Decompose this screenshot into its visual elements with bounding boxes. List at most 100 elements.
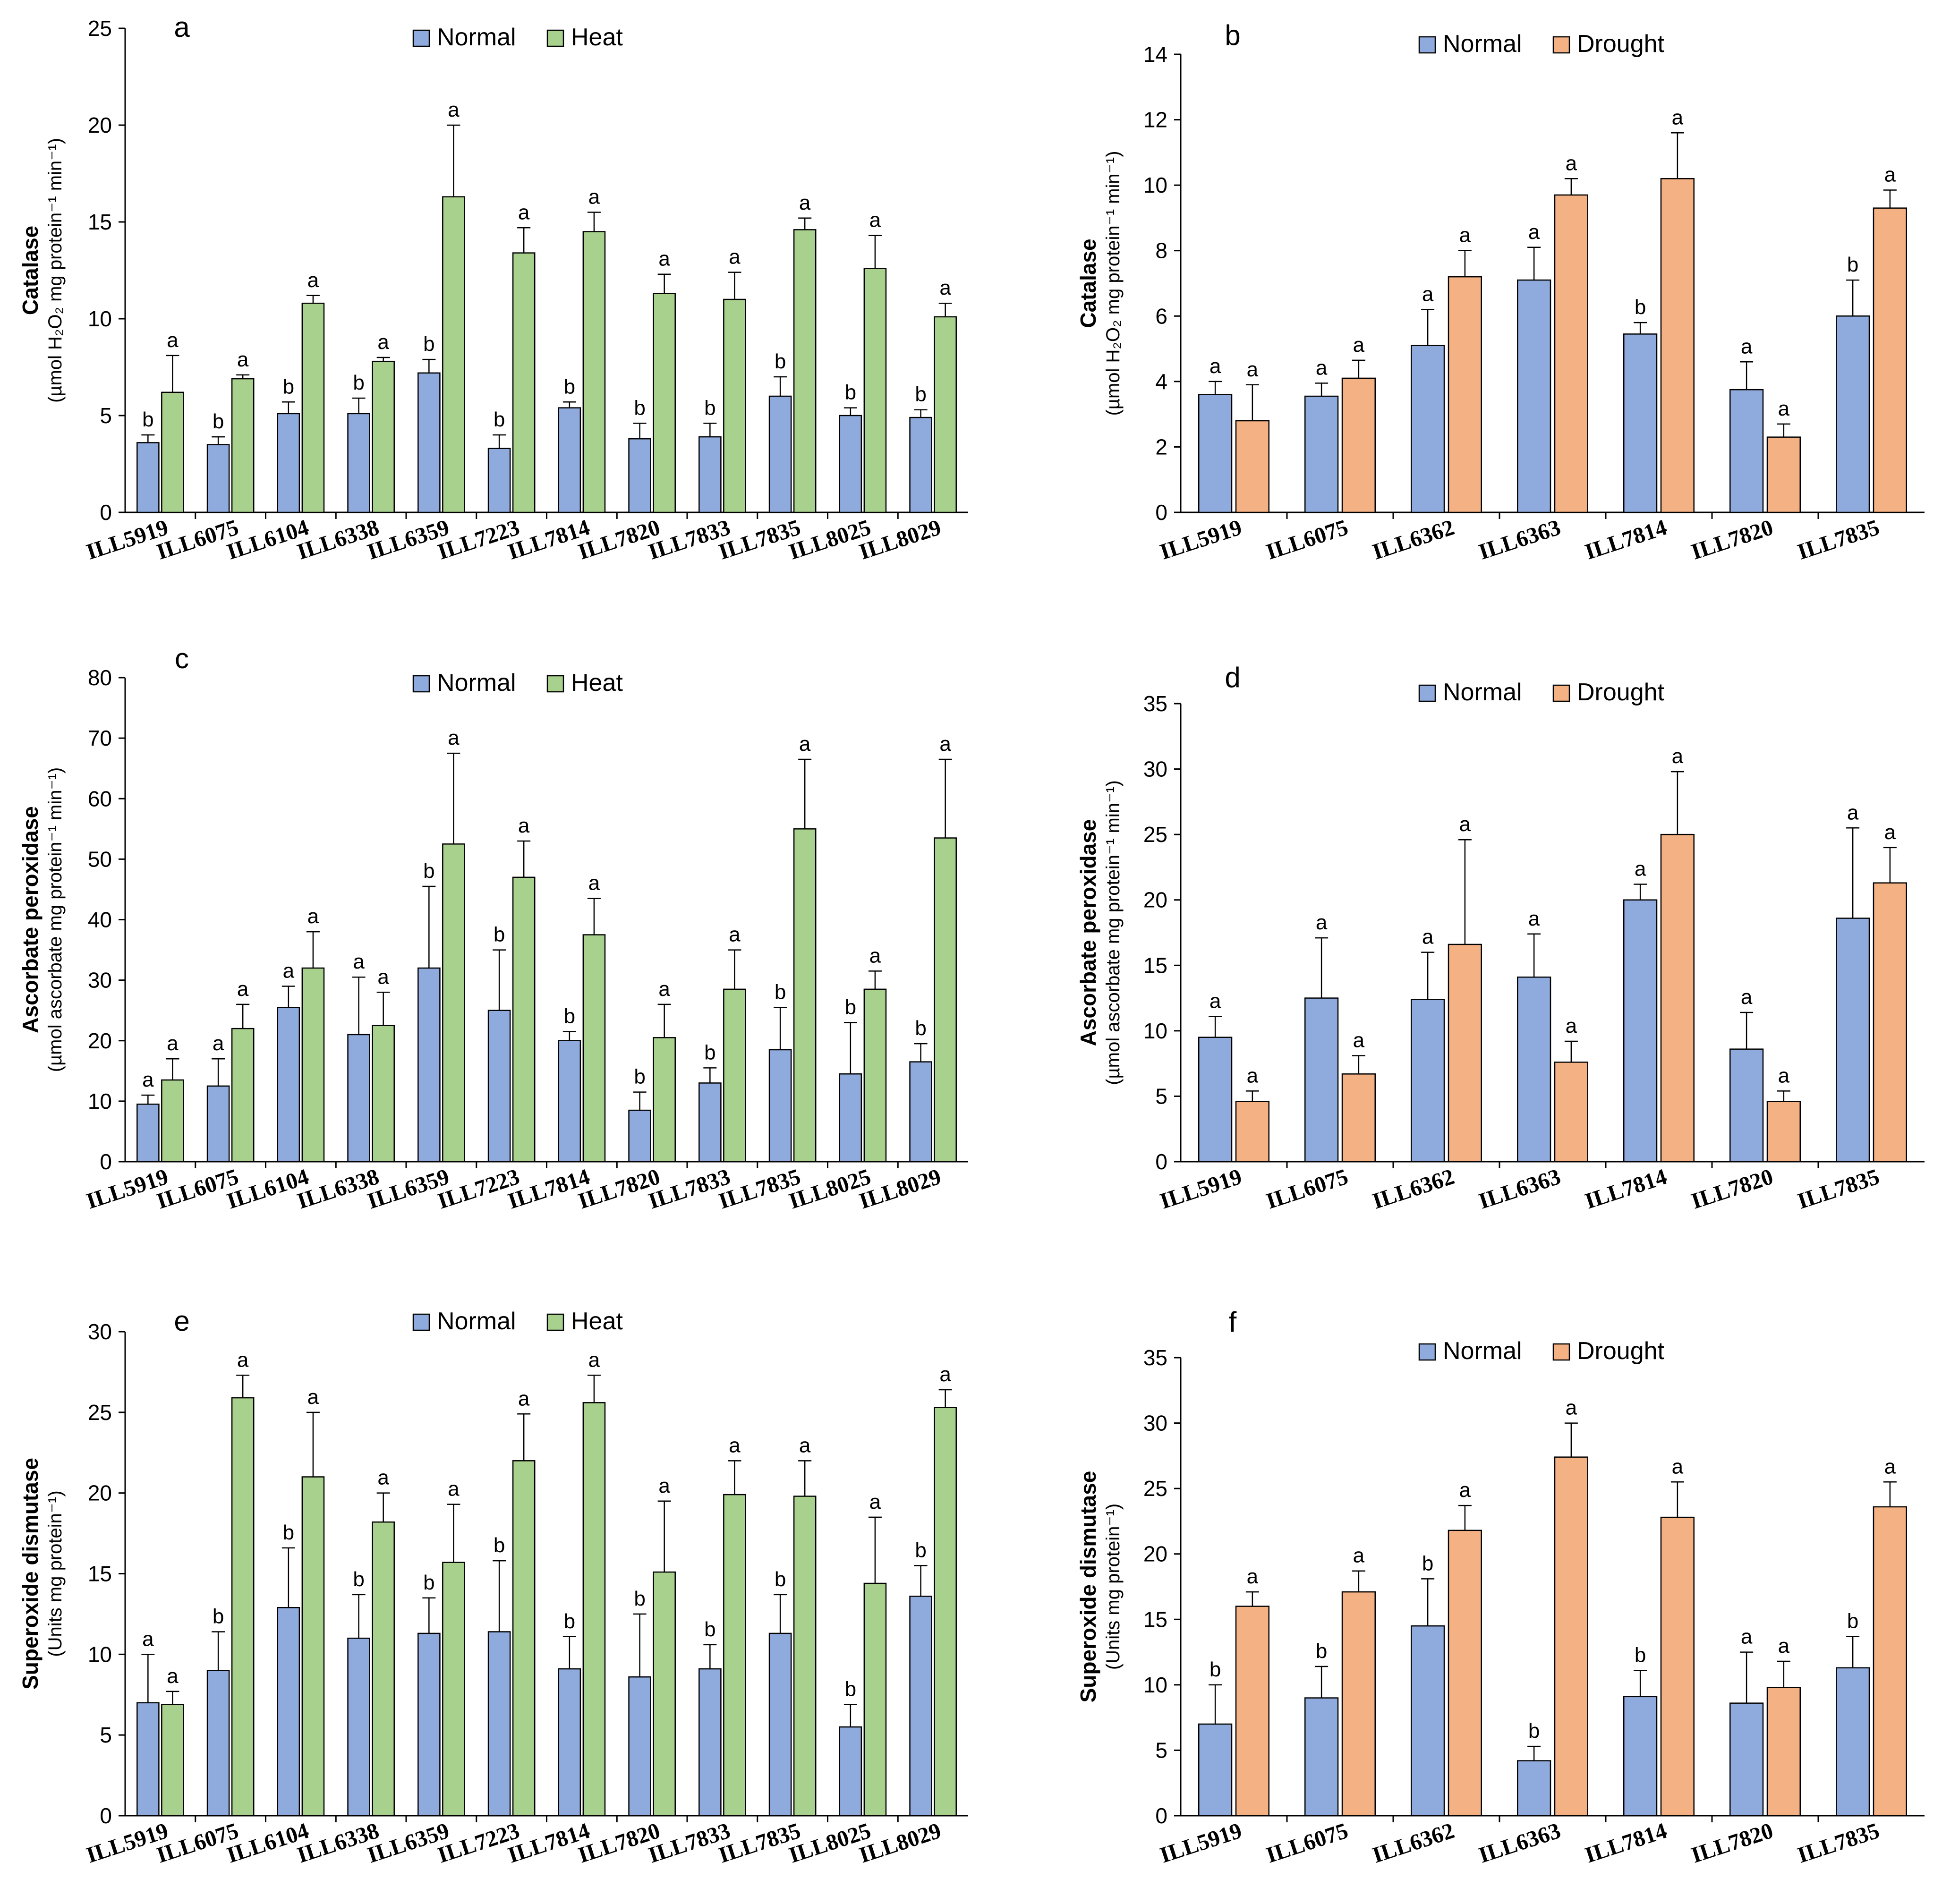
y-tick-label: 40 [88,908,112,932]
significance-label: a [237,1348,249,1371]
bar-drought-ILL7835 [1873,207,1907,513]
bar-heat-ILL7223 [512,252,536,513]
bar-drought-ILL6363 [1554,1456,1588,1817]
bar-drought-ILL6075 [1341,1591,1376,1817]
category-label: ILL5919 [1157,1164,1245,1214]
significance-label: b [1422,1552,1433,1575]
bar-normal-ILL7820 [1729,1048,1764,1163]
panel-d: 0 5 10 15 20 25 30 35 a a ILL5919 a a ILL6075 a a ILL636… [1076,662,1925,1214]
significance-label: b [1316,1640,1327,1663]
bar-normal-ILL7833 [698,1668,722,1817]
significance-label: a [518,814,530,837]
significance-label: a [1422,926,1434,949]
y-tick-label: 10 [88,1642,112,1666]
significance-label: b [494,923,505,946]
legend-label-drought: Drought [1577,1337,1665,1365]
significance-label: a [869,209,881,232]
significance-label: a [377,965,389,988]
bar-normal-ILL5919 [136,1702,160,1817]
y-tick-label: 70 [88,726,112,750]
significance-label: a [1528,907,1540,930]
category-label: ILL6362 [1370,1818,1457,1868]
legend-swatch-drought [1552,684,1570,702]
legend-label-normal: Normal [1443,679,1522,706]
significance-label: a [1353,333,1365,357]
legend-label-normal: Normal [1443,30,1522,58]
y-tick-label: 15 [1143,953,1167,978]
significance-label: a [353,950,365,973]
significance-label: a [588,186,600,209]
bar-drought-ILL5919 [1235,420,1269,513]
legend-swatch-heat [546,1313,564,1331]
significance-label: a [658,1474,670,1497]
y-tick-label: 20 [88,113,112,137]
y-tick-label: 20 [1143,1542,1167,1566]
bar-heat-ILL6338 [372,1521,395,1817]
bar-normal-ILL7835 [768,395,792,513]
legend-swatch-normal [412,29,430,47]
y-tick-label: 25 [1143,822,1167,847]
significance-label: a [799,732,811,756]
bar-drought-ILL5919 [1235,1101,1269,1163]
bar-normal-ILL6104 [277,413,300,513]
significance-label: a [1459,1479,1471,1502]
significance-label: a [1459,224,1471,247]
legend-swatch-drought [1552,1343,1570,1361]
significance-label: b [634,1587,645,1610]
category-label: ILL6363 [1476,515,1564,565]
bar-normal-ILL6075 [1304,997,1339,1163]
panel-letter: b [1225,19,1240,51]
bar-normal-ILL7835 [768,1049,792,1163]
significance-label: a [729,923,741,946]
significance-label: b [423,859,434,883]
significance-label: a [799,1434,811,1457]
y-tick-label: 35 [1143,691,1167,716]
significance-label: a [448,726,460,749]
bar-normal-ILL7223 [487,448,511,513]
y-tick-label: 30 [1143,1411,1167,1436]
bar-normal-ILL7814 [1623,333,1658,513]
significance-label: b [564,375,575,398]
significance-label: a [729,1434,741,1457]
y-axis-unit: (Units mg protein⁻¹) [1103,1504,1124,1670]
significance-label: a [939,1363,951,1386]
significance-label: a [142,1627,154,1650]
significance-label: a [1566,1014,1577,1037]
bar-heat-ILL7223 [512,1460,536,1817]
bar-heat-ILL8029 [934,837,957,1163]
bar-normal-ILL8025 [839,1073,862,1163]
panel-letter: f [1229,1306,1237,1338]
significance-label: a [588,872,600,895]
significance-label: b [915,1538,926,1562]
bar-normal-ILL6363 [1517,976,1551,1163]
bar-heat-ILL6359 [442,196,465,513]
bar-heat-ILL8025 [863,988,887,1163]
significance-label: a [283,959,295,982]
significance-label: a [1672,106,1684,129]
significance-label: a [1209,989,1221,1012]
significance-label: b [915,383,926,406]
bar-heat-ILL6338 [372,1025,395,1163]
category-label: ILL7835 [1795,1818,1882,1868]
bar-drought-ILL7820 [1766,436,1801,513]
significance-label: a [167,1032,179,1055]
bar-drought-ILL6363 [1554,1062,1588,1163]
category-label: ILL7814 [1582,515,1670,565]
significance-label: b [775,350,786,373]
significance-label: b [775,1568,786,1591]
bar-normal-ILL7814 [558,1040,581,1163]
significance-label: b [283,1521,294,1544]
bar-heat-ILL8029 [934,316,957,513]
bar-heat-ILL8025 [863,1582,887,1817]
bar-heat-ILL6104 [301,1476,325,1817]
bar-drought-ILL7820 [1766,1687,1801,1817]
bar-drought-ILL6362 [1448,1530,1482,1817]
y-tick-label: 5 [100,1723,112,1747]
legend-label-drought: Drought [1577,679,1665,706]
bar-normal-ILL6363 [1517,279,1551,513]
bar-heat-ILL7820 [653,1037,676,1163]
bar-normal-ILL6338 [347,413,370,513]
bar-heat-ILL5919 [161,1079,184,1163]
bar-normal-ILL8025 [839,1726,862,1817]
significance-label: b [1847,1609,1858,1632]
